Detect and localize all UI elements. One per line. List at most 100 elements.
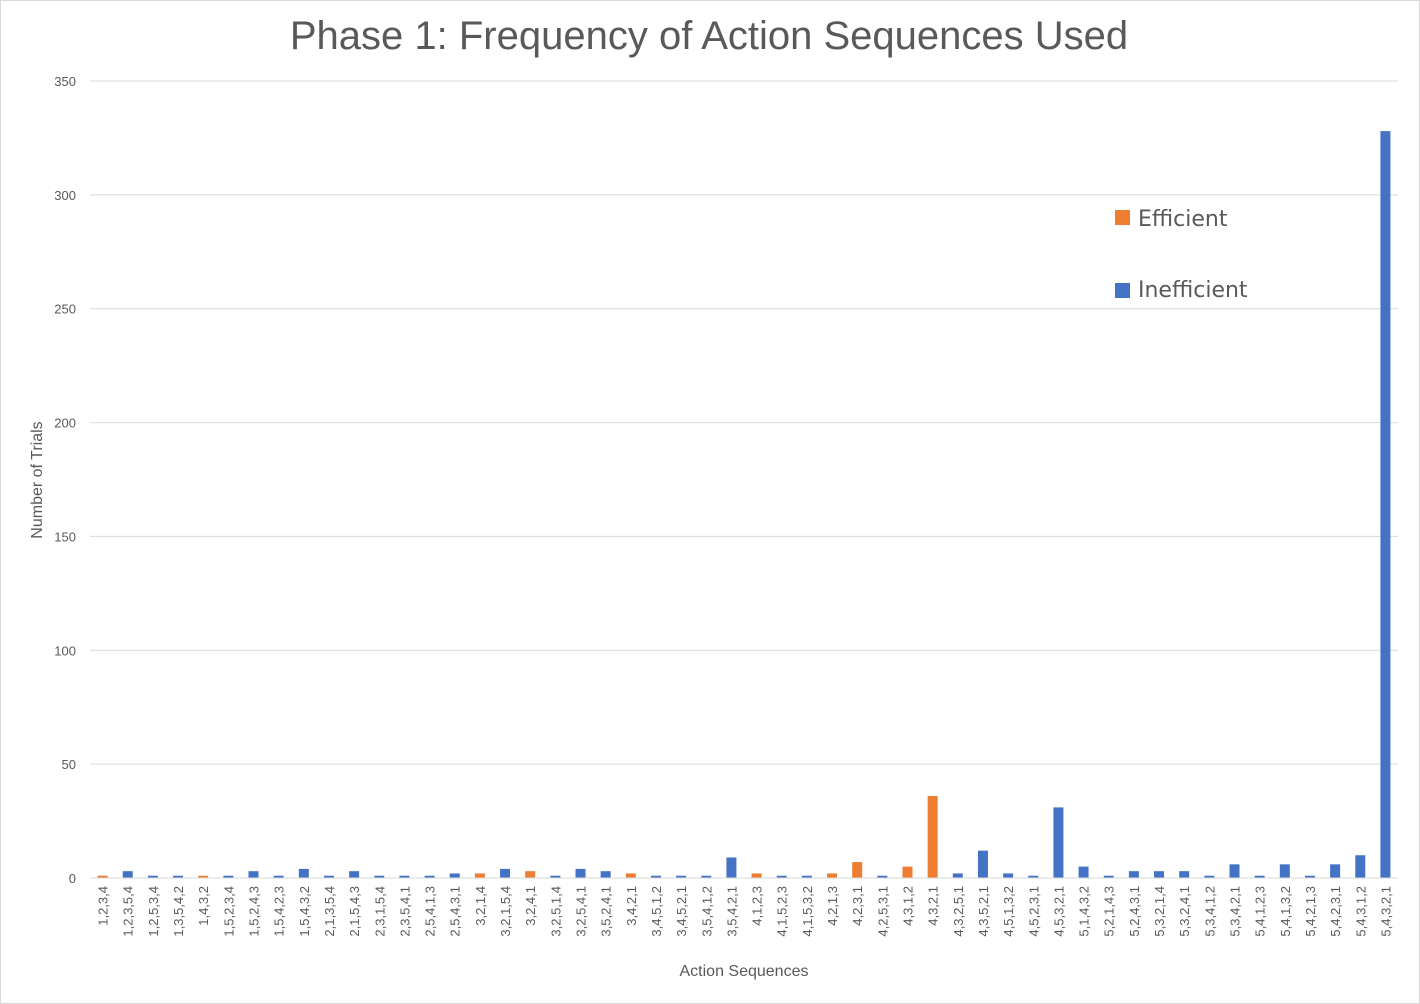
bar-inefficient <box>1053 807 1064 878</box>
bar-inefficient <box>1355 855 1366 878</box>
bar-inefficient <box>1128 871 1139 878</box>
y-tick-label: 250 <box>54 302 76 317</box>
x-tick-label: 2,1,5,4,3 <box>347 886 362 937</box>
x-tick-label: 1,5,2,4,3 <box>247 886 262 937</box>
x-tick-label: 2,3,1,5,4 <box>372 886 387 937</box>
bar-inefficient <box>449 873 460 878</box>
bar-efficient <box>198 875 209 878</box>
bar-inefficient <box>248 871 259 878</box>
bar-efficient <box>474 873 485 878</box>
bar-inefficient <box>298 868 309 878</box>
x-tick-label: 1,2,5,3,4 <box>146 886 161 937</box>
x-tick-label: 1,5,4,3,2 <box>297 886 312 937</box>
bars <box>97 131 1391 878</box>
x-tick-label: 3,4,5,1,2 <box>649 886 664 937</box>
bar-inefficient <box>550 875 561 878</box>
bar-efficient <box>751 873 762 878</box>
bar-inefficient <box>399 875 410 878</box>
x-tick-label: 2,5,4,1,3 <box>423 886 438 937</box>
bar-inefficient <box>600 871 611 878</box>
x-tick-label: 4,3,1,2 <box>901 886 916 926</box>
bar-efficient <box>625 873 636 878</box>
x-tick-label: 4,1,2,3 <box>750 886 765 926</box>
bar-inefficient <box>575 868 586 878</box>
bar-efficient <box>827 873 838 878</box>
bar-inefficient <box>1304 875 1315 878</box>
y-axis-label: Number of Trials <box>29 421 46 538</box>
x-tick-label: 4,2,3,1 <box>850 886 865 926</box>
bar-inefficient <box>374 875 385 878</box>
bar-inefficient <box>1330 864 1341 878</box>
x-tick-label: 3,4,5,2,1 <box>674 886 689 937</box>
bar-inefficient <box>1254 875 1265 878</box>
legend-swatch-efficient <box>1115 210 1130 225</box>
x-tick-label: 4,3,2,1 <box>926 886 941 926</box>
x-tick-label: 4,2,1,3 <box>825 886 840 926</box>
bar-inefficient <box>1078 866 1089 878</box>
x-tick-label: 3,2,4,1 <box>523 886 538 926</box>
y-tick-label: 0 <box>69 871 76 886</box>
bar-inefficient <box>650 875 661 878</box>
x-tick-label: 4,1,5,3,2 <box>800 886 815 937</box>
bar-inefficient <box>676 875 687 878</box>
bar-efficient <box>852 862 863 878</box>
legend-label-inefficient: Inefficient <box>1138 278 1248 303</box>
bar-inefficient <box>726 857 737 878</box>
gridlines <box>90 80 1398 765</box>
bar-inefficient <box>776 875 787 878</box>
x-tick-label: 5,3,4,2,1 <box>1228 886 1243 937</box>
bar-inefficient <box>877 875 888 878</box>
legend-label-efficient: Efficient <box>1138 207 1228 232</box>
x-tick-label: 4,3,5,2,1 <box>976 886 991 937</box>
x-axis-ticks: 1,2,3,4 1,2,3,5,4 1,2,5,3,4 1,3,5,4,2 1,4,3,… <box>96 886 1394 937</box>
x-tick-label: 1,3,5,4,2 <box>171 886 186 937</box>
x-tick-label: 5,4,2,3,1 <box>1328 886 1343 937</box>
bar-inefficient <box>1279 864 1290 878</box>
x-tick-label: 3,2,5,1,4 <box>548 886 563 937</box>
x-tick-label: 1,5,2,3,4 <box>221 886 236 937</box>
y-tick-label: 50 <box>62 757 76 772</box>
x-tick-label: 5,2,1,4,3 <box>1102 886 1117 937</box>
bar-inefficient <box>122 871 133 878</box>
x-tick-label: 5,2,4,3,1 <box>1127 886 1142 937</box>
bar-inefficient <box>147 875 158 878</box>
bar-inefficient <box>1229 864 1240 878</box>
bar-inefficient <box>1028 875 1039 878</box>
y-tick-label: 200 <box>54 416 76 431</box>
bar-inefficient <box>1003 873 1014 878</box>
x-tick-label: 3,2,1,5,4 <box>498 886 513 937</box>
x-tick-label: 1,4,3,2 <box>196 886 211 926</box>
bar-inefficient <box>952 873 963 878</box>
x-tick-label: 3,5,2,4,1 <box>599 886 614 937</box>
x-tick-label: 5,3,2,1,4 <box>1152 886 1167 937</box>
bar-efficient <box>97 875 108 878</box>
bar-inefficient <box>977 850 988 878</box>
x-tick-label: 2,3,5,4,1 <box>397 886 412 937</box>
y-tick-label: 150 <box>54 529 76 544</box>
y-tick-label: 300 <box>54 188 76 203</box>
x-tick-label: 3,5,4,2,1 <box>724 886 739 937</box>
bar-inefficient <box>801 875 812 878</box>
bar-efficient <box>927 796 938 878</box>
bar-inefficient <box>1103 875 1114 878</box>
bar-inefficient <box>173 875 184 878</box>
x-tick-label: 4,3,2,5,1 <box>951 886 966 937</box>
x-tick-label: 5,4,1,2,3 <box>1253 886 1268 937</box>
bar-inefficient <box>273 875 284 878</box>
x-tick-label: 1,2,3,4 <box>96 886 111 926</box>
bar-inefficient <box>1179 871 1190 878</box>
x-tick-label: 4,5,1,3,2 <box>1001 886 1016 937</box>
x-tick-label: 3,5,4,1,2 <box>699 886 714 937</box>
x-tick-label: 4,5,3,2,1 <box>1051 886 1066 937</box>
x-tick-label: 3,2,1,4 <box>473 886 488 926</box>
x-tick-label: 5,4,3,2,1 <box>1378 886 1393 937</box>
x-tick-label: 5,4,2,1,3 <box>1303 886 1318 937</box>
y-tick-label: 350 <box>54 74 76 89</box>
legend-swatch-inefficient <box>1115 283 1130 298</box>
bar-inefficient <box>1204 875 1215 878</box>
x-tick-label: 5,3,4,1,2 <box>1202 886 1217 937</box>
x-tick-label: 5,4,3,1,2 <box>1353 886 1368 937</box>
bar-inefficient <box>1380 131 1391 878</box>
x-tick-label: 2,1,3,5,4 <box>322 886 337 937</box>
